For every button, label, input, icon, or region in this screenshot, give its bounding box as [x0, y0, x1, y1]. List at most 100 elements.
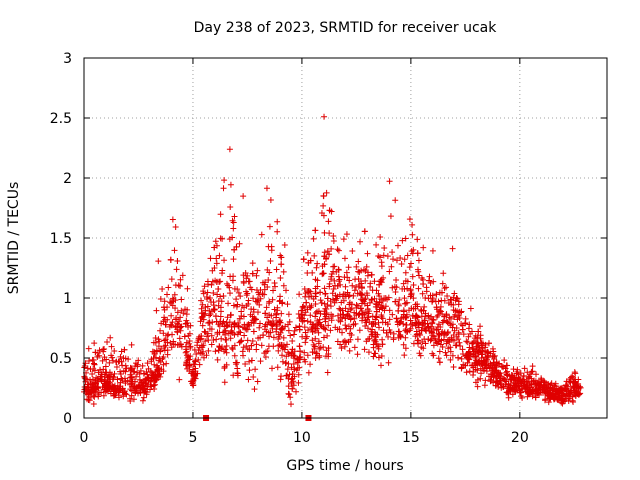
data-point — [285, 311, 292, 318]
data-point — [558, 385, 565, 392]
data-point — [309, 349, 316, 356]
data-point — [212, 313, 219, 320]
data-point — [535, 381, 542, 388]
data-point — [372, 336, 379, 343]
data-point — [243, 275, 250, 282]
data-point — [204, 330, 211, 337]
data-point — [280, 268, 287, 275]
data-point — [474, 367, 481, 374]
data-point — [504, 362, 511, 369]
data-point — [409, 221, 416, 228]
data-point — [333, 295, 340, 302]
data-point — [354, 351, 361, 358]
data-point — [233, 361, 240, 368]
data-point — [301, 324, 308, 331]
data-point — [150, 374, 157, 381]
data-point — [131, 378, 138, 385]
data-point — [278, 254, 285, 261]
data-point — [403, 321, 410, 328]
data-point — [250, 316, 257, 323]
data-point — [231, 342, 238, 349]
data-point — [374, 331, 381, 338]
data-point — [569, 393, 576, 400]
data-point — [443, 352, 450, 359]
data-point — [236, 315, 243, 322]
data-point — [401, 286, 408, 293]
data-point — [135, 357, 142, 364]
data-point — [274, 218, 281, 225]
data-point — [122, 368, 129, 375]
data-point — [290, 360, 297, 367]
data-point — [142, 376, 149, 383]
data-point — [286, 391, 293, 398]
data-point — [265, 300, 272, 307]
data-point — [219, 270, 226, 277]
data-point — [304, 249, 311, 256]
data-point — [472, 352, 479, 359]
data-point — [120, 389, 127, 396]
data-point — [321, 300, 328, 307]
data-point — [277, 319, 284, 326]
data-point — [227, 204, 234, 211]
data-point — [215, 347, 222, 354]
data-point — [507, 377, 514, 384]
data-point — [168, 312, 175, 319]
data-point — [478, 370, 485, 377]
data-point — [353, 263, 360, 270]
data-point — [114, 376, 121, 383]
data-point — [517, 389, 524, 396]
data-point — [371, 350, 378, 357]
data-point — [162, 342, 169, 349]
data-point — [342, 315, 349, 322]
data-point — [201, 328, 208, 335]
data-point — [220, 329, 227, 336]
data-point — [392, 298, 399, 305]
data-point — [218, 335, 225, 342]
data-point — [213, 318, 220, 325]
data-point — [571, 379, 578, 386]
data-point — [264, 314, 271, 321]
data-point — [415, 257, 422, 264]
data-point — [231, 331, 238, 338]
data-point — [465, 349, 472, 356]
data-point — [128, 392, 135, 399]
data-point — [444, 293, 451, 300]
data-point — [466, 368, 473, 375]
data-point — [240, 278, 247, 285]
data-point — [402, 269, 409, 276]
data-point — [435, 298, 442, 305]
data-point — [136, 376, 143, 383]
data-point — [453, 333, 460, 340]
data-point — [389, 311, 396, 318]
data-point — [252, 298, 259, 305]
data-point — [417, 306, 424, 313]
data-point — [502, 365, 509, 372]
data-point — [420, 345, 427, 352]
data-point — [305, 327, 312, 334]
data-point — [429, 330, 436, 337]
data-point — [574, 383, 581, 390]
data-point — [330, 237, 337, 244]
data-point — [152, 381, 159, 388]
data-point — [363, 263, 370, 270]
data-point — [186, 330, 193, 337]
data-point — [187, 322, 194, 329]
data-point — [214, 356, 221, 363]
data-point — [396, 328, 403, 335]
data-point — [225, 330, 232, 337]
data-point — [404, 278, 411, 285]
data-point — [320, 192, 327, 199]
data-point — [186, 340, 193, 347]
data-point — [345, 264, 352, 271]
data-point — [302, 309, 309, 316]
data-point — [249, 338, 256, 345]
data-point — [148, 383, 155, 390]
data-point — [429, 247, 436, 254]
data-point — [127, 371, 134, 378]
data-point — [291, 327, 298, 334]
data-point — [296, 326, 303, 333]
data-point — [479, 361, 486, 368]
data-point — [472, 332, 479, 339]
data-point — [353, 301, 360, 308]
data-point — [266, 333, 273, 340]
